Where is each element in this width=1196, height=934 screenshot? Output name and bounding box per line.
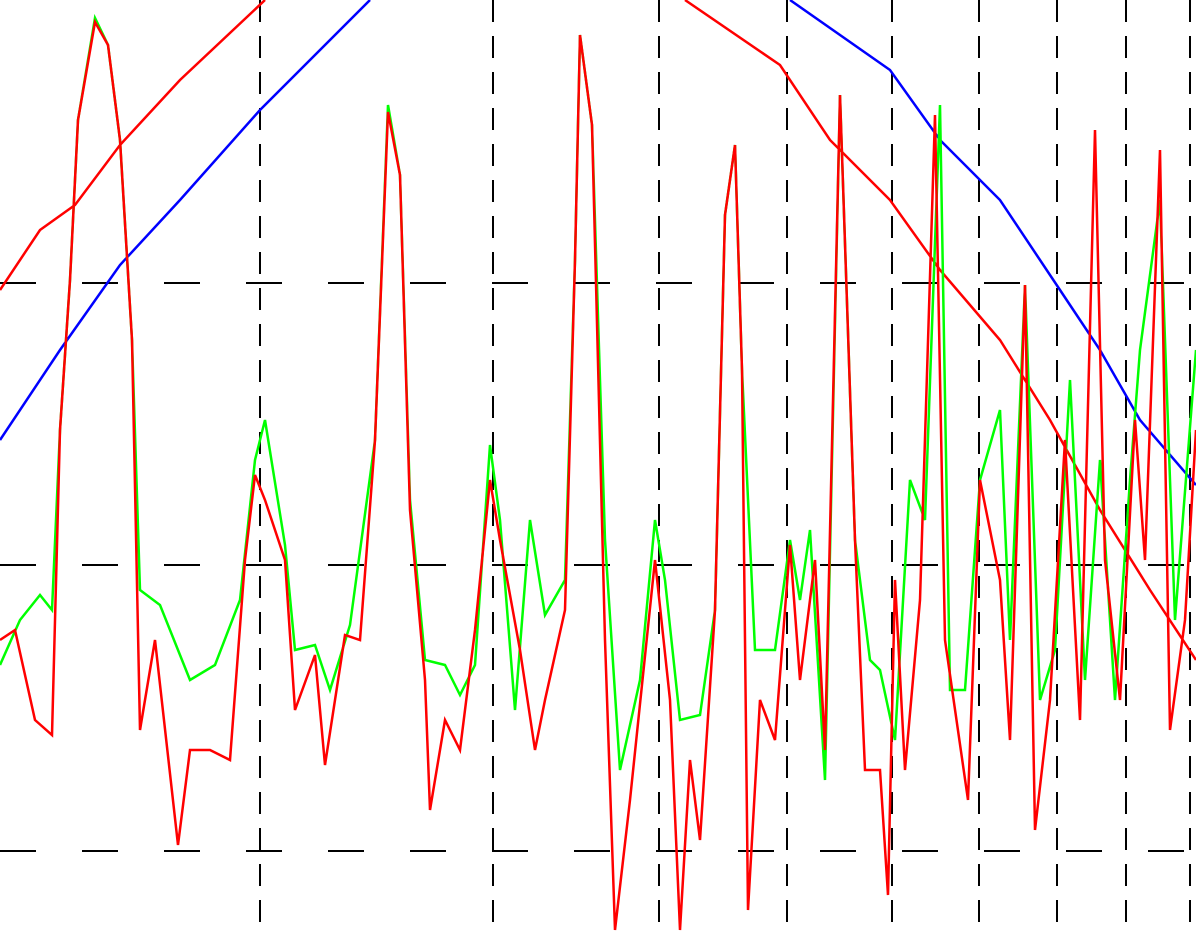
data-line — [0, 0, 1196, 486]
data-line — [0, 13, 1196, 781]
data-line — [0, 18, 1196, 931]
